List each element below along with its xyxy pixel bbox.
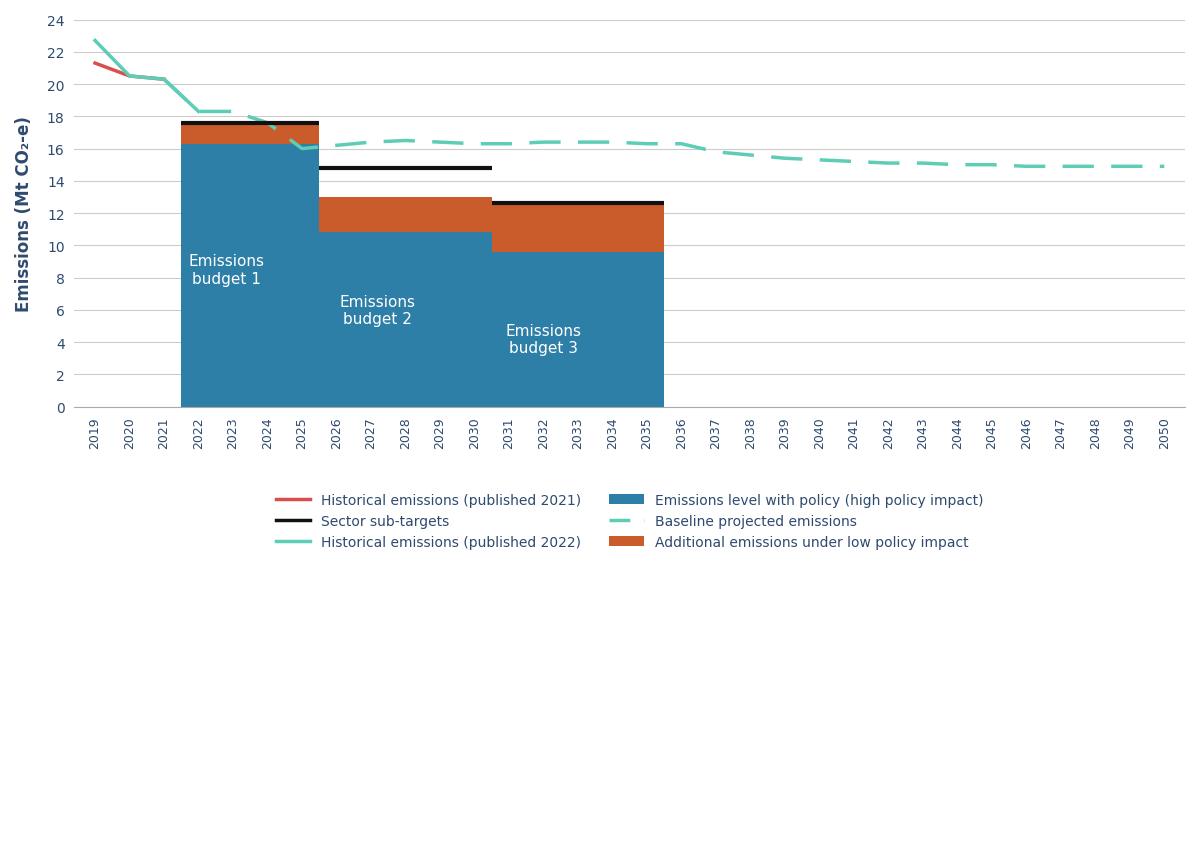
Y-axis label: Emissions (Mt CO₂-e): Emissions (Mt CO₂-e) bbox=[14, 116, 34, 311]
Bar bbox=[284, 144, 319, 407]
Bar bbox=[181, 144, 216, 407]
Bar bbox=[527, 204, 560, 252]
Bar bbox=[595, 252, 630, 407]
Bar bbox=[319, 233, 354, 407]
Bar bbox=[527, 252, 560, 407]
Bar bbox=[354, 233, 389, 407]
Bar bbox=[284, 123, 319, 144]
Text: Emissions
budget 3: Emissions budget 3 bbox=[505, 323, 582, 355]
Bar bbox=[492, 252, 527, 407]
Text: Emissions
budget 2: Emissions budget 2 bbox=[340, 295, 416, 327]
Bar bbox=[251, 144, 284, 407]
Bar bbox=[630, 252, 664, 407]
Bar bbox=[422, 197, 457, 233]
Bar bbox=[457, 233, 492, 407]
Bar bbox=[457, 197, 492, 233]
Bar bbox=[181, 123, 216, 144]
Bar bbox=[492, 204, 527, 252]
Bar bbox=[251, 123, 284, 144]
Bar bbox=[422, 233, 457, 407]
Bar bbox=[216, 144, 251, 407]
Text: Emissions
budget 1: Emissions budget 1 bbox=[188, 254, 264, 286]
Bar bbox=[560, 204, 595, 252]
Bar bbox=[630, 204, 664, 252]
Legend: Historical emissions (published 2021), Sector sub-targets, Historical emissions : Historical emissions (published 2021), S… bbox=[270, 488, 989, 555]
Bar bbox=[389, 233, 422, 407]
Bar bbox=[560, 252, 595, 407]
Bar bbox=[595, 204, 630, 252]
Bar bbox=[354, 197, 389, 233]
Bar bbox=[216, 123, 251, 144]
Bar bbox=[319, 197, 354, 233]
Bar bbox=[389, 197, 422, 233]
